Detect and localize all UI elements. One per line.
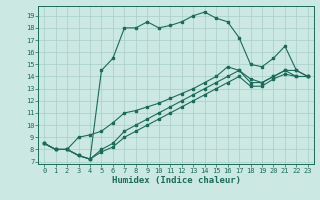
X-axis label: Humidex (Indice chaleur): Humidex (Indice chaleur)	[111, 176, 241, 185]
